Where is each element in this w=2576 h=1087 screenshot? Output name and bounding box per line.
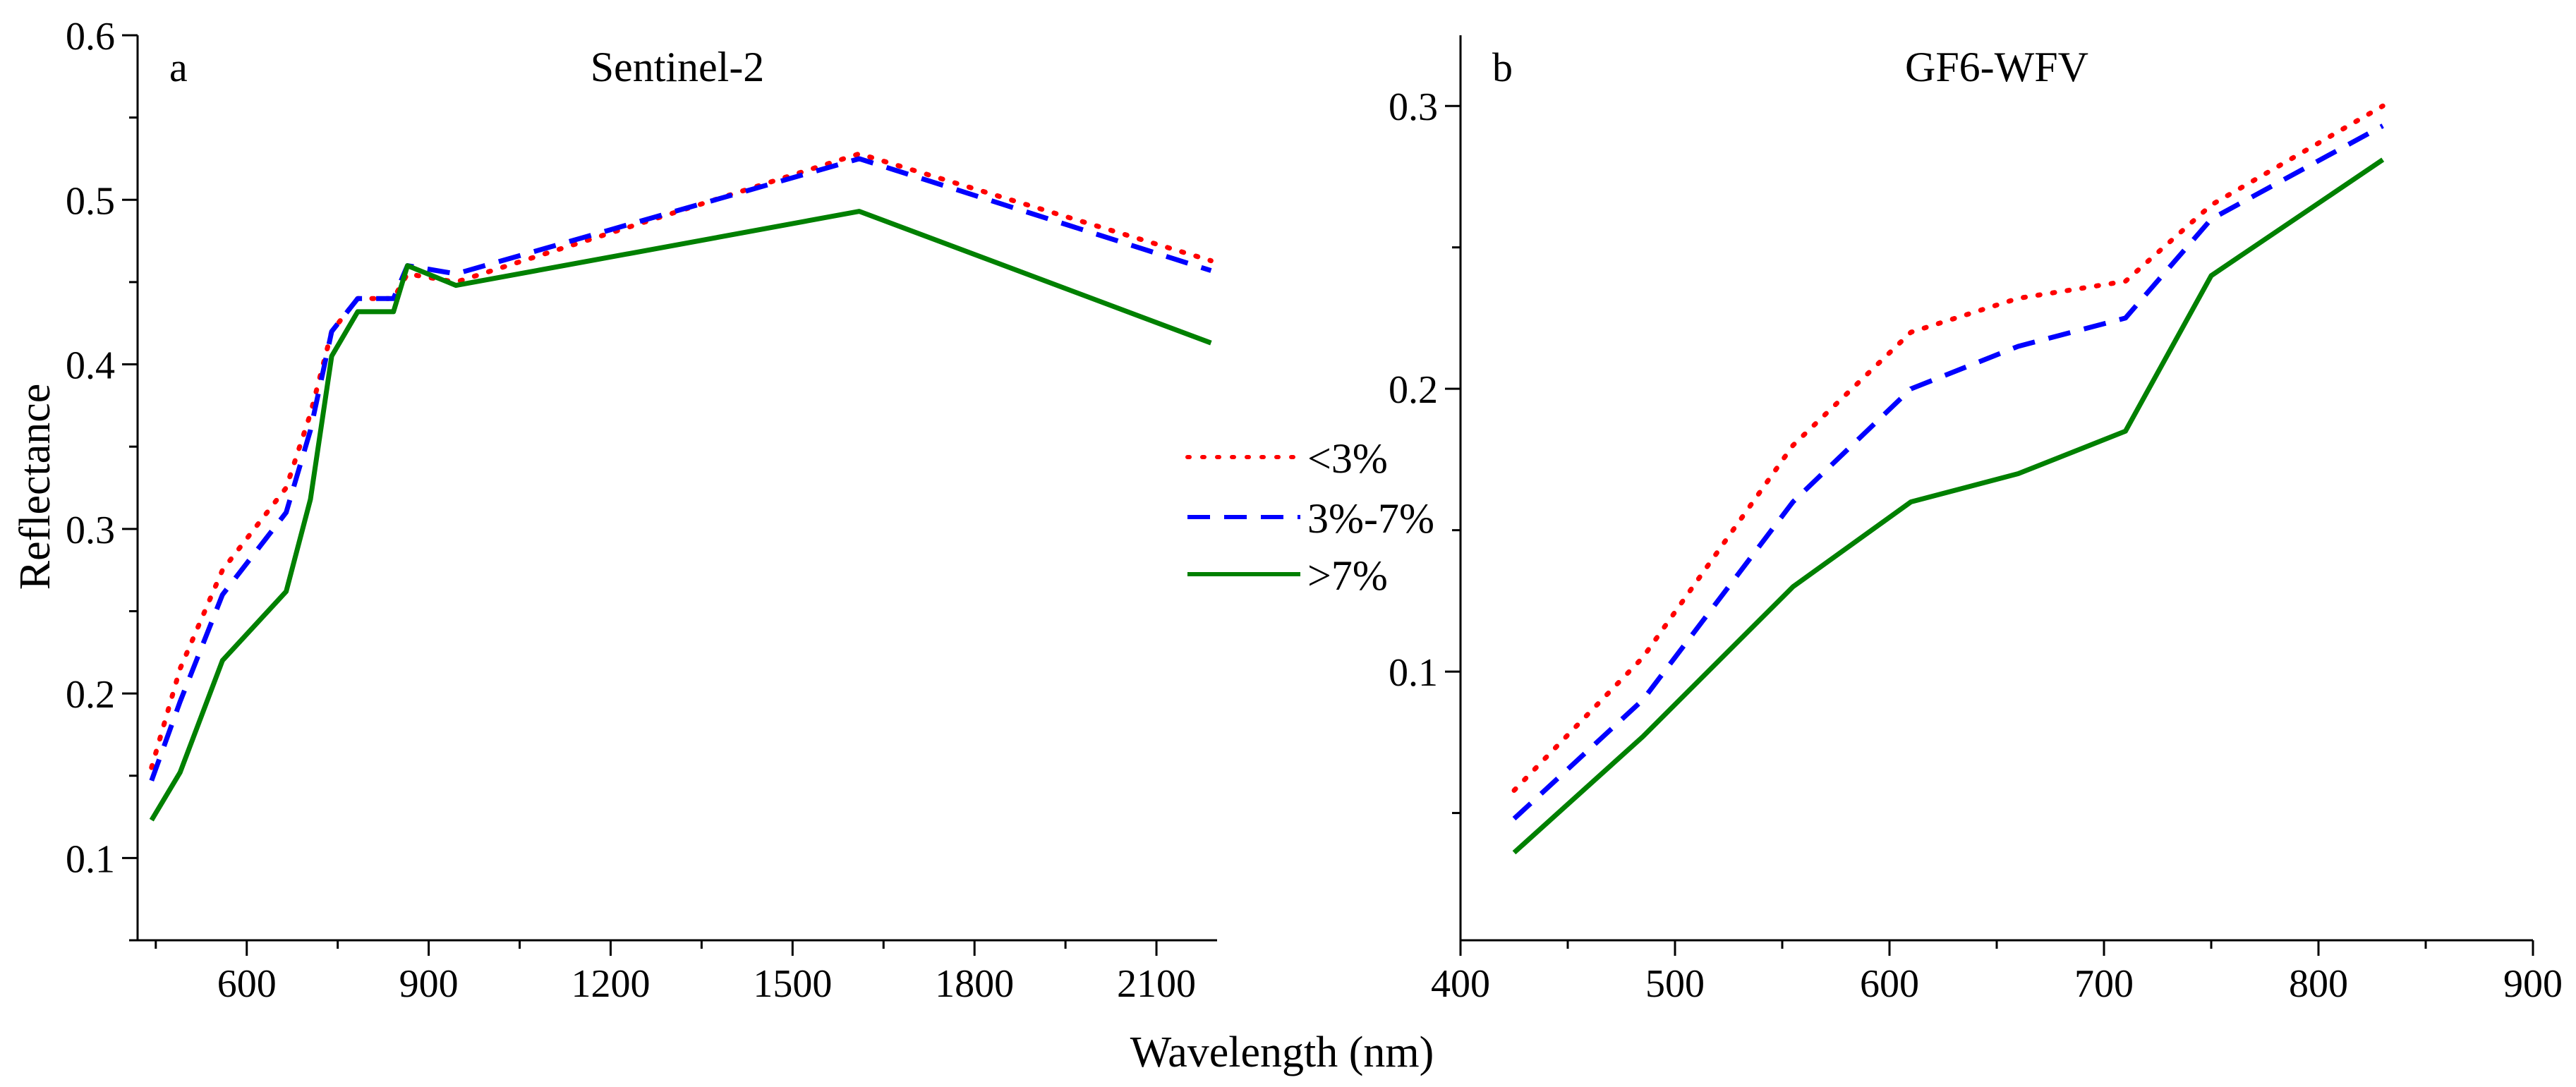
legend-label-gt7: >7%	[1307, 552, 1388, 599]
legend-entry-gt7: >7%	[1187, 552, 1388, 599]
y-tick-label-a: 0.3	[66, 509, 115, 552]
y-tick-label-a: 0.6	[66, 15, 115, 59]
legend-entry-3to7: 3%-7%	[1187, 495, 1434, 542]
series-line-gt7--a	[149, 209, 1212, 822]
x-tick-label-a: 1500	[753, 962, 832, 1006]
y-tick-label-a: 0.4	[66, 344, 115, 388]
x-tick-label-b: 700	[2074, 962, 2134, 1006]
y-tick-label-a: 0.5	[66, 179, 115, 223]
x-tick-label-b: 500	[1645, 962, 1705, 1006]
y-tick-label-b: 0.2	[1389, 368, 1438, 412]
x-tick-label-b: 800	[2289, 962, 2348, 1006]
series-line-lt3--a	[149, 151, 1214, 770]
chart-title-a: Sentinel-2	[591, 44, 765, 90]
panel-a-sentinel2: 600 900 1200 1500 1800 2100 0.1 0.2 0.3 0.4 0.5 0.6…	[66, 15, 1217, 1006]
y-tick-label-b: 0.1	[1389, 651, 1438, 695]
y-tick-label-a: 0.1	[66, 837, 115, 881]
x-axis-title: Wavelength (nm)	[1130, 1028, 1434, 1076]
x-tick-label-b: 900	[2503, 962, 2563, 1006]
panel-letter-b: b	[1492, 44, 1513, 90]
x-tick-label-a: 1800	[935, 962, 1014, 1006]
x-tick-label-b: 600	[1860, 962, 1919, 1006]
panel-letter-a: a	[169, 44, 188, 90]
legend: <3% 3%-7% >7%	[1185, 435, 1434, 599]
x-tick-label-a: 900	[399, 962, 459, 1006]
legend-entry-lt3: <3%	[1185, 435, 1388, 482]
y-axis-title: Reflectance	[11, 384, 59, 590]
x-tick-label-b: 400	[1431, 962, 1490, 1006]
x-tick-label-a: 600	[217, 962, 277, 1006]
legend-label-3to7: 3%-7%	[1307, 495, 1434, 542]
y-tick-label-a: 0.2	[66, 673, 115, 717]
series-line-3-7--b	[1512, 123, 2384, 821]
x-tick-label-a: 2100	[1117, 962, 1196, 1006]
x-tick-label-a: 1200	[571, 962, 650, 1006]
series-line-3-7--a	[149, 156, 1212, 782]
series-line-gt7--b	[1512, 157, 2385, 855]
legend-label-lt3: <3%	[1307, 435, 1388, 482]
y-tick-label-b: 0.3	[1389, 85, 1438, 129]
panel-b-gf6wfv: 400 500 600 700 800 900 0.1 0.2 0.3 b GF6-WFV	[1389, 35, 2563, 1006]
chart-title-b: GF6-WFV	[1905, 44, 2088, 90]
series-line-lt3--b	[1511, 103, 2385, 793]
